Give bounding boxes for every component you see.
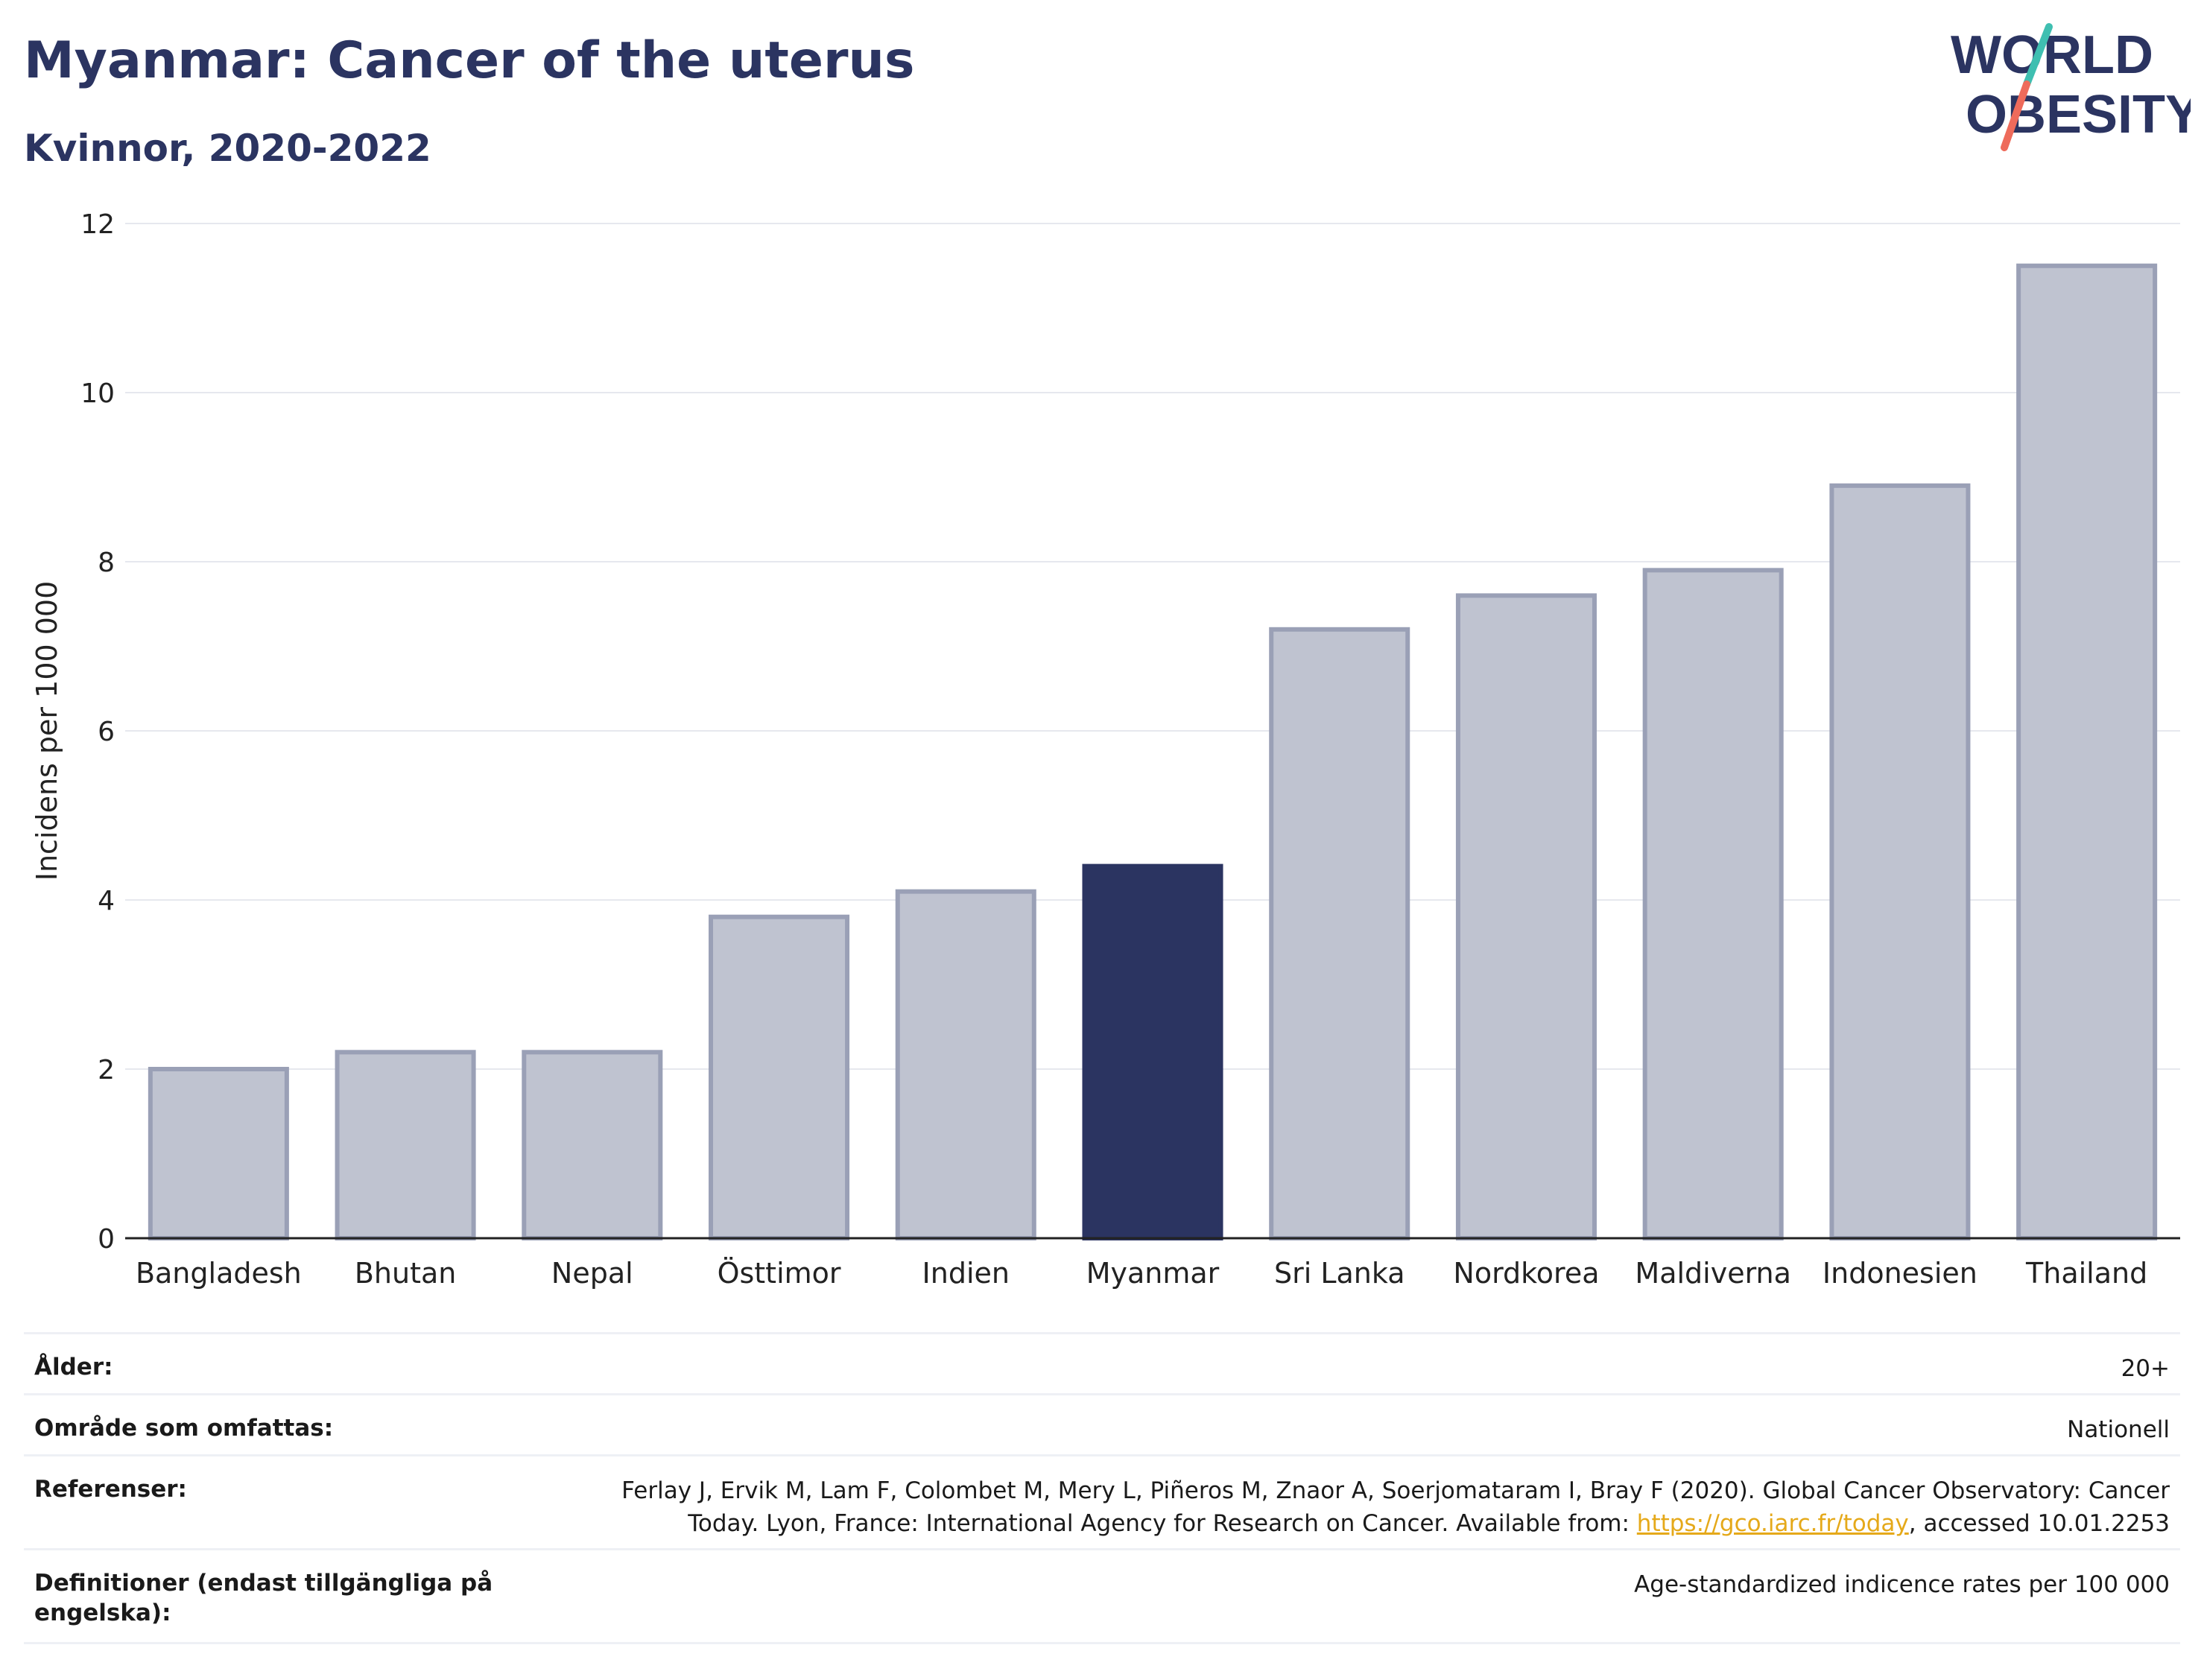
y-tick-label: 6 <box>98 717 115 747</box>
meta-bottom-divider <box>24 1642 2180 1644</box>
bar-nordkorea <box>1455 593 1597 1240</box>
meta-row-age: Ålder: 20+ <box>24 1332 2180 1393</box>
bar-indonesien <box>1829 483 1971 1240</box>
y-tick-labels: 0 2 4 6 8 10 12 <box>80 209 115 1255</box>
bar-indien <box>895 889 1036 1241</box>
references-text-line-2-end: , accessed 10.01.2253 <box>1908 1510 2170 1537</box>
page-title: Myanmar: Cancer of the uterus <box>24 31 915 90</box>
references-label: Referenser: <box>34 1476 187 1503</box>
x-tick-label: Indien <box>922 1257 1010 1290</box>
y-tick-label: 0 <box>98 1224 115 1255</box>
x-tick-label: Thailand <box>2025 1257 2147 1290</box>
y-tick-label: 12 <box>80 209 115 240</box>
y-axis-label: Incidens per 100 000 <box>31 581 63 881</box>
x-tick-label: Nepal <box>551 1257 633 1290</box>
x-tick-label: Bhutan <box>355 1257 457 1290</box>
world-obesity-logo: WORLD OBESITY <box>1951 23 2191 151</box>
x-tick-labels: Bangladesh Bhutan Nepal Östtimor Indien Myanm… <box>136 1257 2147 1290</box>
page-subtitle: Kvinnor, 2020-2022 <box>24 127 431 170</box>
coverage-label: Område som omfattas: <box>34 1415 334 1442</box>
x-tick-label: Östtimor <box>718 1257 841 1290</box>
bar-chart: 0 2 4 6 8 10 12 Bangladesh Bhutan Nepal Östtimor I… <box>31 209 2180 1290</box>
meta-row-coverage: Område som omfattas: Nationell <box>24 1393 2180 1454</box>
bar-myanmar <box>1082 863 1223 1240</box>
meta-row-references: Referenser: Ferlay J, Ervik M, Lam F, Co… <box>24 1454 2180 1548</box>
y-tick-label: 4 <box>98 886 115 916</box>
logo-slash-bottom <box>2001 80 2030 151</box>
coverage-value: Nationell <box>2067 1416 2170 1443</box>
y-tick-label: 8 <box>98 548 115 578</box>
age-label: Ålder: <box>34 1354 113 1381</box>
x-tick-label: Nordkorea <box>1453 1257 1599 1290</box>
x-tick-label: Sri Lanka <box>1274 1257 1405 1290</box>
bar-maldiverna <box>1642 568 1784 1240</box>
y-tick-label: 10 <box>80 378 115 409</box>
bar-sri-lanka <box>1269 627 1410 1240</box>
x-tick-label: Bangladesh <box>136 1257 302 1290</box>
bar-bhutan <box>335 1050 476 1241</box>
y-tick-label: 2 <box>98 1055 115 1085</box>
bar-bangladesh <box>148 1067 289 1240</box>
references-link[interactable]: https://gco.iarc.fr/today <box>1636 1510 1909 1537</box>
logo-slash-top <box>2023 23 2053 88</box>
bar-östtimor <box>709 914 850 1240</box>
metadata-table: Ålder: 20+ Område som omfattas: Nationel… <box>24 1332 2180 1644</box>
x-tick-label: Maldiverna <box>1635 1257 1791 1290</box>
bar-thailand <box>2016 263 2158 1240</box>
references-text-line-1: Ferlay J, Ervik M, Lam F, Colombet M, Me… <box>621 1477 2170 1504</box>
references-value: Ferlay J, Ervik M, Lam F, Colombet M, Me… <box>621 1474 2170 1540</box>
logo-line-2: OBESITY <box>1966 85 2191 145</box>
x-tick-label: Myanmar <box>1086 1257 1220 1290</box>
definitions-label: Definitioner (endast tillgängliga på eng… <box>34 1570 493 1626</box>
age-value: 20+ <box>2121 1355 2170 1382</box>
x-tick-label: Indonesien <box>1823 1257 1977 1290</box>
definitions-value: Age-standardized indicence rates per 100… <box>1634 1571 2170 1598</box>
logo-line-1: WORLD <box>1951 25 2153 85</box>
bar-nepal <box>522 1050 663 1241</box>
bars <box>148 263 2158 1241</box>
meta-row-definitions: Definitioner (endast tillgängliga på eng… <box>24 1548 2180 1642</box>
references-text-line-2: Today. Lyon, France: International Agenc… <box>688 1510 1637 1537</box>
